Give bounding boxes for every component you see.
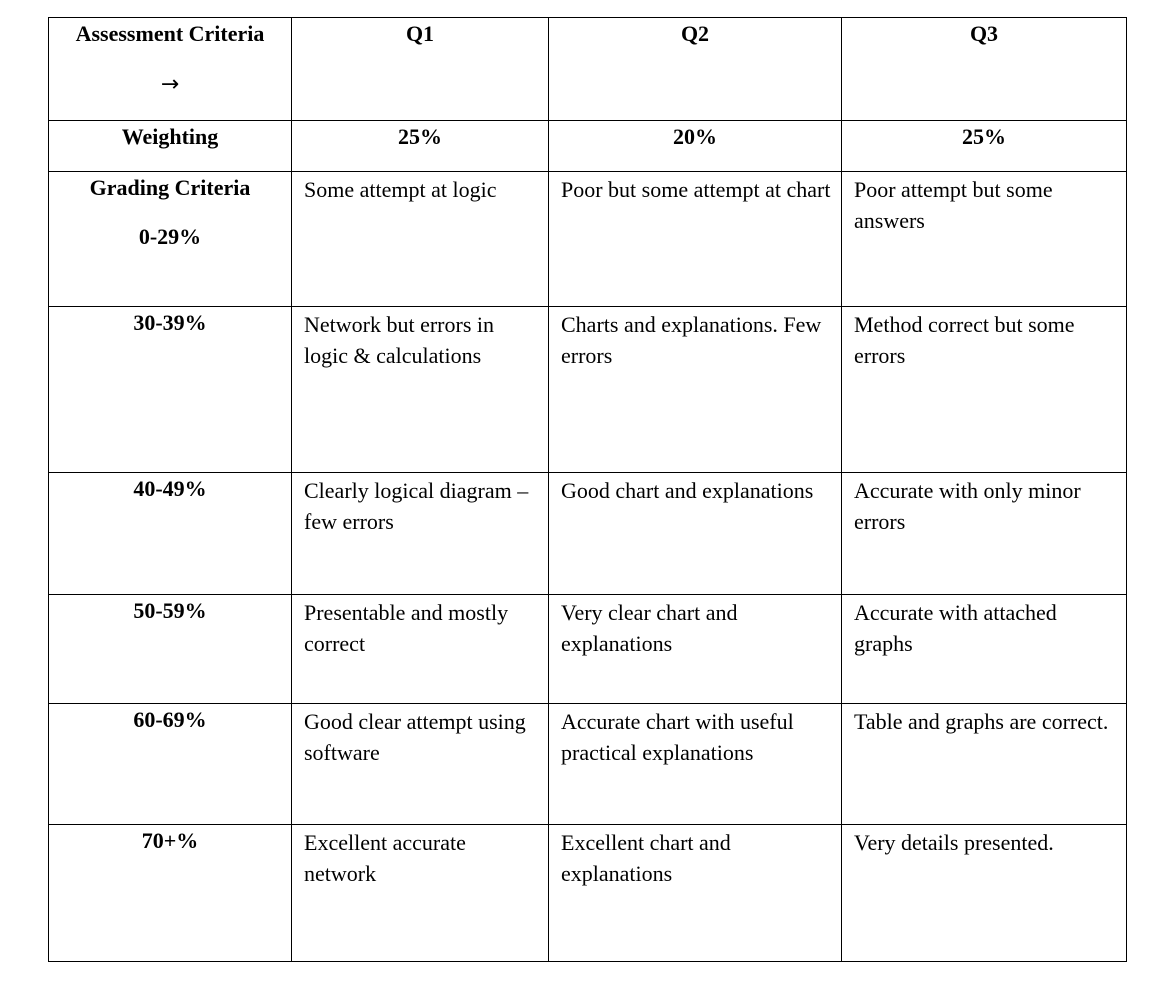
grade-band: 40-49% <box>48 472 292 595</box>
weighting-label: Weighting <box>48 120 292 172</box>
grading-criteria-label: Grading Criteria <box>89 175 251 200</box>
column-header-q1: Q1 <box>291 17 549 121</box>
grading-criteria-cell: Grading Criteria 0-29% <box>48 171 292 307</box>
grade-q2-cell: Poor but some attempt at chart <box>548 171 842 307</box>
grade-q1-cell: Some attempt at logic <box>291 171 549 307</box>
grade-q1-cell: Network but errors in logic & calculatio… <box>291 306 549 473</box>
weighting-q2: 20% <box>548 120 842 172</box>
grade-row: 70+% Excellent accurate network Excellen… <box>48 824 1127 962</box>
grade-q3-cell: Accurate with only minor errors <box>841 472 1127 595</box>
grade-q3-cell: Table and graphs are correct. <box>841 703 1127 825</box>
grade-q2-cell: Accurate chart with useful practical exp… <box>548 703 842 825</box>
grade-band: 50-59% <box>48 594 292 704</box>
weighting-row: Weighting 25% 20% 25% <box>48 120 1127 172</box>
grade-band: 30-39% <box>48 306 292 473</box>
grade-band: 0-29% <box>138 224 202 249</box>
grade-row: 40-49% Clearly logical diagram – few err… <box>48 472 1127 595</box>
assessment-criteria-label: Assessment Criteria <box>75 21 265 46</box>
column-header-q3: Q3 <box>841 17 1127 121</box>
weighting-q1: 25% <box>291 120 549 172</box>
grade-q1-cell: Good clear attempt using software <box>291 703 549 825</box>
grade-q2-cell: Excellent chart and explanations <box>548 824 842 962</box>
grade-q3-cell: Accurate with attached graphs <box>841 594 1127 704</box>
grade-q1-cell: Clearly logical diagram – few errors <box>291 472 549 595</box>
grade-row: Grading Criteria 0-29% Some attempt at l… <box>48 171 1127 307</box>
grade-band: 70+% <box>48 824 292 962</box>
header-row: Assessment Criteria → Q1 Q2 Q3 <box>48 17 1127 121</box>
grade-band: 60-69% <box>48 703 292 825</box>
grade-q2-cell: Very clear chart and explanations <box>548 594 842 704</box>
grade-q1-cell: Presentable and mostly correct <box>291 594 549 704</box>
grade-row: 60-69% Good clear attempt using software… <box>48 703 1127 825</box>
right-arrow-icon: → <box>160 72 180 97</box>
grade-q3-cell: Very details presented. <box>841 824 1127 962</box>
column-header-q2: Q2 <box>548 17 842 121</box>
assessment-criteria-header: Assessment Criteria → <box>48 17 292 121</box>
grade-row: 30-39% Network but errors in logic & cal… <box>48 306 1127 473</box>
grade-q3-cell: Method correct but some errors <box>841 306 1127 473</box>
grade-q3-cell: Poor attempt but some answers <box>841 171 1127 307</box>
grade-row: 50-59% Presentable and mostly correct Ve… <box>48 594 1127 704</box>
grade-q1-cell: Excellent accurate network <box>291 824 549 962</box>
assessment-rubric-table: Assessment Criteria → Q1 Q2 Q3 Weighting… <box>48 17 1127 962</box>
weighting-q3: 25% <box>841 120 1127 172</box>
grade-q2-cell: Good chart and explanations <box>548 472 842 595</box>
grade-q2-cell: Charts and explanations. Few errors <box>548 306 842 473</box>
